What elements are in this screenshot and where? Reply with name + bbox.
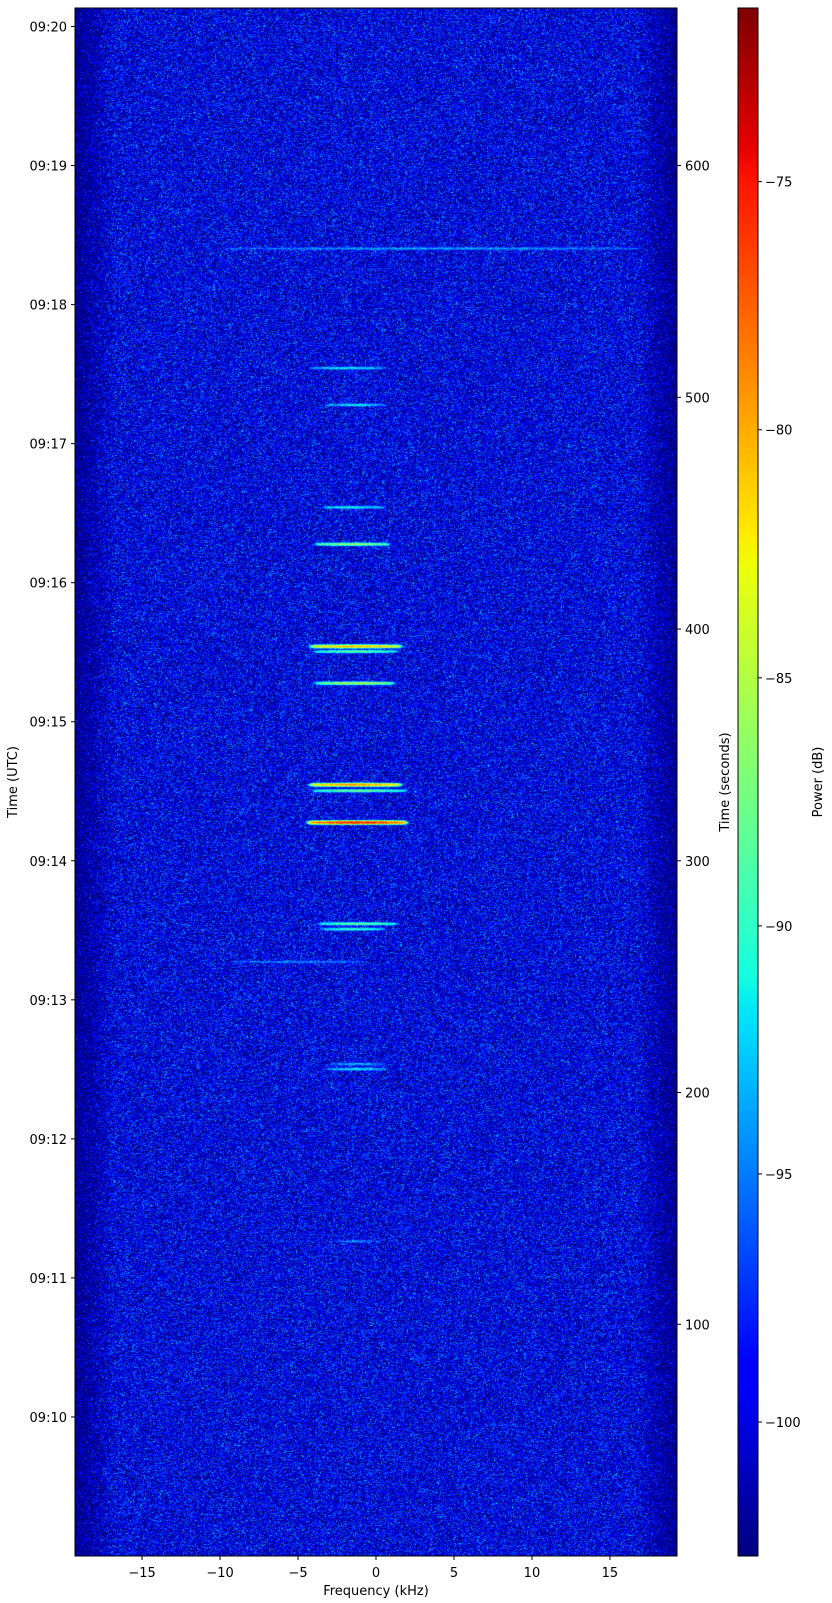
colorbar-label: Power (dB)	[811, 747, 826, 818]
y-left-tick-label: 09:12	[30, 1133, 67, 1148]
x-tick-label: 10	[524, 1566, 541, 1581]
y-left-tick-label: 09:16	[30, 577, 67, 592]
y-left-tick-label: 09:19	[30, 160, 67, 175]
y-right-tick-label: 600	[685, 160, 710, 175]
x-axis-label: Frequency (kHz)	[323, 1584, 429, 1599]
colorbar	[738, 8, 758, 1556]
y-left-tick-label: 09:10	[30, 1411, 67, 1426]
y-left-tick-label: 09:17	[30, 438, 67, 453]
y-left-tick-label: 09:14	[30, 855, 67, 870]
x-tick-label: 15	[602, 1566, 619, 1581]
x-tick-label: −5	[288, 1566, 307, 1581]
colorbar-tick-label: −75	[765, 176, 792, 191]
colorbar-tick-label: −80	[765, 424, 792, 439]
y-axis-left-label: Time (UTC)	[6, 746, 21, 819]
y-right-tick-label: 300	[685, 855, 710, 870]
x-tick-label: −10	[206, 1566, 233, 1581]
x-tick-label: 5	[450, 1566, 458, 1581]
colorbar-tick-label: −100	[765, 1416, 801, 1431]
y-left-tick-label: 09:15	[30, 716, 67, 731]
y-left-tick-label: 09:13	[30, 994, 67, 1009]
y-right-tick-label: 100	[685, 1318, 710, 1333]
plot-frame	[74, 7, 678, 1557]
spectrogram-heatmap	[75, 8, 677, 1556]
y-left-tick-label: 09:18	[30, 299, 67, 314]
colorbar-tick-label: −95	[765, 1168, 792, 1183]
colorbar-tick-label: −85	[765, 672, 792, 687]
y-right-tick-label: 500	[685, 391, 710, 406]
colorbar-tick-label: −90	[765, 920, 792, 935]
y-axis-right-label: Time (seconds)	[718, 732, 733, 832]
y-right-tick-label: 200	[685, 1087, 710, 1102]
x-tick-label: 0	[372, 1566, 380, 1581]
y-left-tick-label: 09:11	[30, 1272, 67, 1287]
x-tick-label: −15	[128, 1566, 155, 1581]
y-right-tick-label: 400	[685, 623, 710, 638]
y-left-tick-label: 09:20	[30, 21, 67, 36]
colorbar-frame	[737, 7, 759, 1557]
